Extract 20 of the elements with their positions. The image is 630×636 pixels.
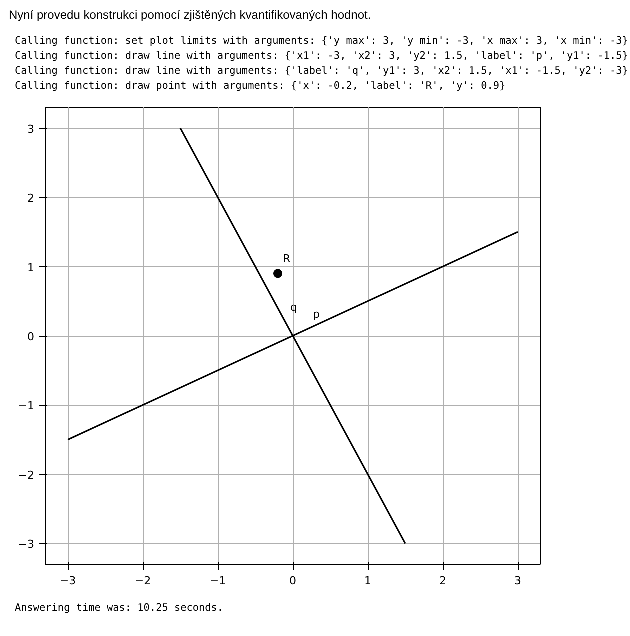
y-tick-label: 1	[28, 262, 34, 275]
text: Answering time was: 10.25 seconds.	[15, 602, 224, 616]
chart-subtitle: Calling function: set_plot_limits with arguments: {'y_max': 3, 'y_min': -3, 'x_max': 3, 'x_min': -3} Calling function: draw_line with arguments: {'x1': -3, 'x2': 3, 'y2': 1.5, 'label': 'p', 'y1': -1.5} Calling function: draw_line with arguments: {'label': 'q', 'y1': 3, 'x2': 1.5, 'x1': -1.5, 'y2': -3} Calling function: draw_point with arguments: {'x': -0.2, 'label': 'R', 'y': 0.9}	[15, 35, 628, 94]
x-tick-label: −3	[60, 574, 76, 588]
chart-title: Nyní provedu konstrukci pomocí zjištěných kvantifikovaných hodnot.	[9, 7, 372, 24]
y-tick-label: −1	[18, 400, 35, 414]
x-tick-label: 2	[440, 574, 446, 588]
y-tick-label: 0	[28, 330, 34, 344]
annotation: q	[290, 301, 298, 314]
y-tick-label: 3	[28, 123, 34, 136]
annotation: p	[313, 308, 320, 322]
x-tick-label: −2	[134, 574, 152, 588]
y-tick-label: −3	[18, 538, 35, 552]
x-tick-label: 1	[364, 574, 372, 588]
x-tick-label: 3	[514, 574, 522, 588]
annotation: R	[283, 252, 291, 266]
x-tick-label: 0	[290, 574, 296, 588]
y-tick-label: −2	[18, 469, 35, 482]
x-tick-label: −1	[210, 574, 226, 588]
y-tick-label: 2	[28, 192, 34, 206]
